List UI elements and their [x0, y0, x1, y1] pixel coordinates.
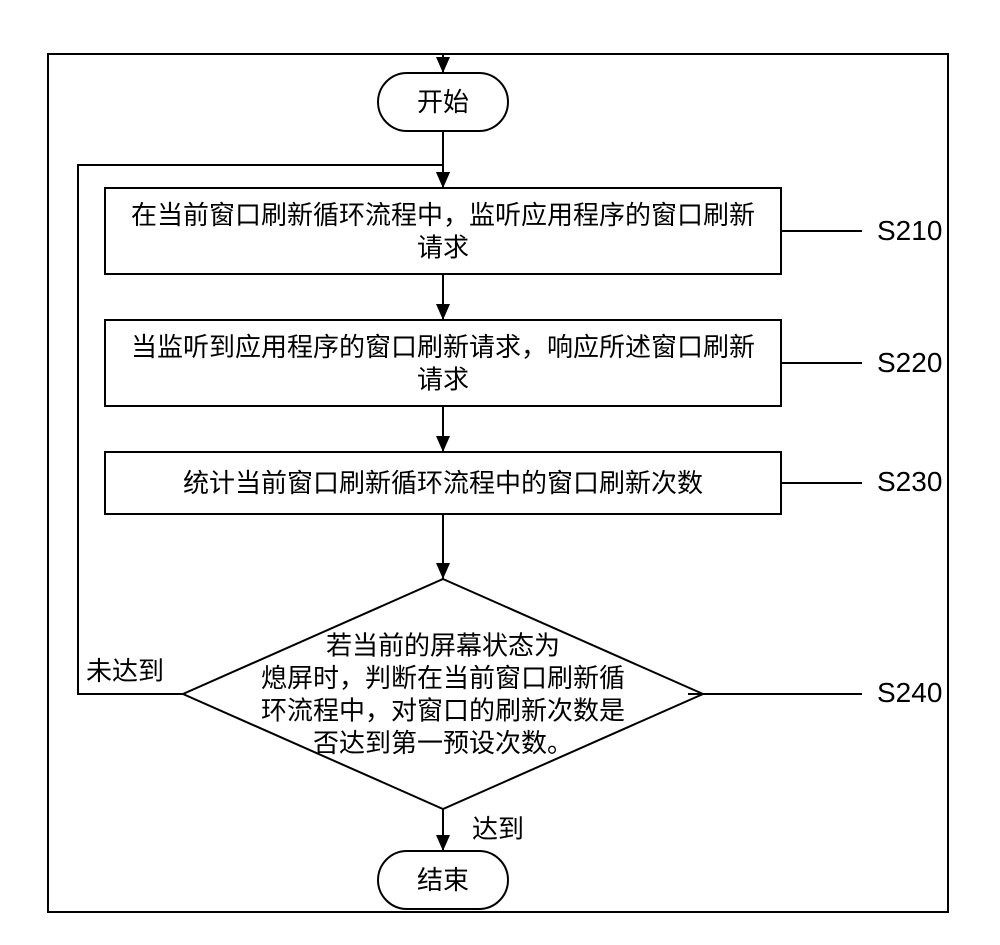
- edge-e_outer_start-arrow: [436, 57, 450, 73]
- label-lbl240: S240: [877, 677, 942, 708]
- edge-e_s230_s240-arrow: [436, 563, 450, 579]
- edge-e_s220_s230-arrow: [436, 436, 450, 452]
- edge-e_s210_s220-arrow: [436, 304, 450, 320]
- edge-e_s240_end-arrow: [436, 835, 450, 851]
- label-lbl220: S220: [877, 347, 942, 378]
- label-lbl210: S210: [877, 215, 942, 246]
- node-start-text: 开始: [417, 88, 469, 117]
- edge-e_loop-label: 未达到: [86, 657, 164, 686]
- label-lbl230: S230: [877, 466, 942, 497]
- edge-e_loop-arrow: [436, 172, 450, 188]
- edge-e_s240_end-label: 达到: [472, 815, 524, 844]
- node-s240: [183, 579, 703, 809]
- node-end-text: 结束: [417, 866, 469, 895]
- node-s230-text: 统计当前窗口刷新循环流程中的窗口刷新次数: [183, 469, 703, 498]
